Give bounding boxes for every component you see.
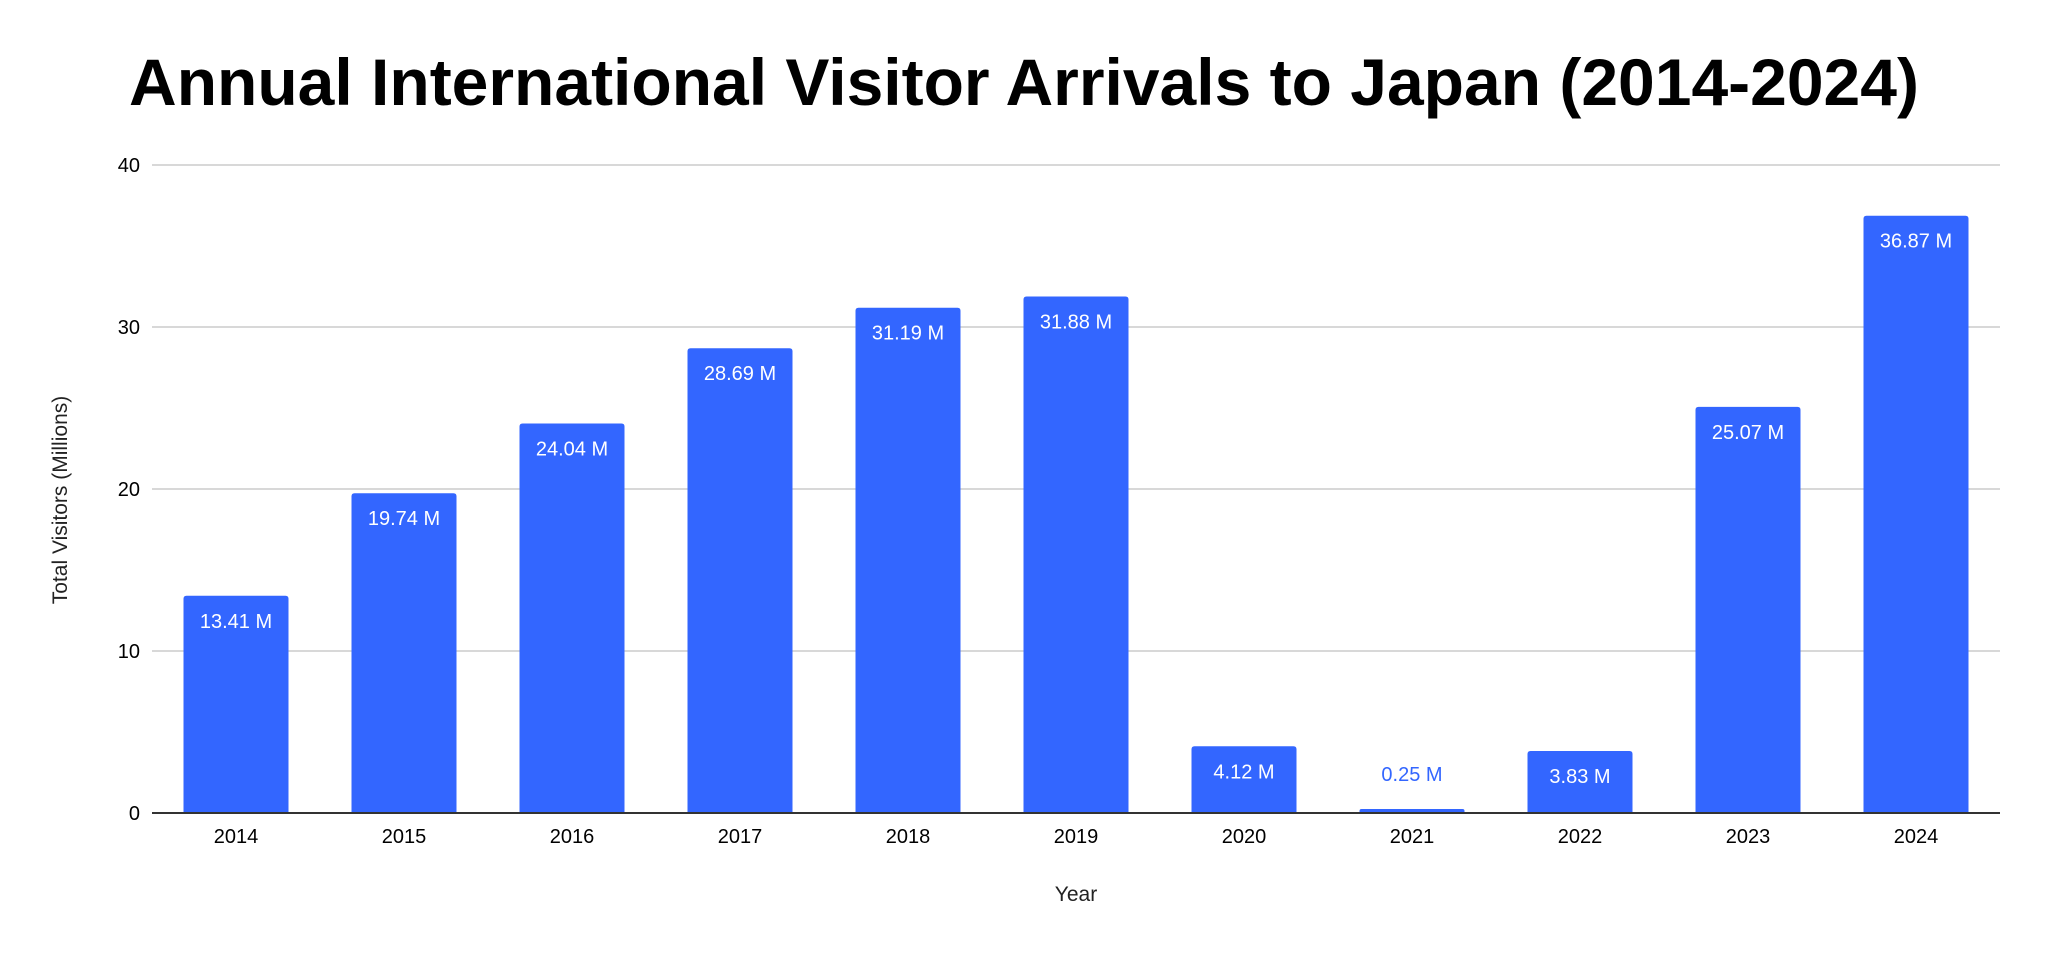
x-tick-label: 2018: [886, 826, 931, 848]
data-label: 19.74 M: [368, 508, 440, 530]
data-label: 31.88 M: [1040, 312, 1112, 334]
x-tick-label: 2021: [1390, 826, 1435, 848]
bar: [1359, 808, 1465, 813]
data-label: 4.12 M: [1213, 761, 1274, 783]
bar: [1527, 750, 1633, 813]
y-axis-ticks: 0 10 20 30 40: [118, 155, 140, 825]
bar: [1023, 296, 1129, 813]
data-label: 3.83 M: [1549, 766, 1610, 788]
x-axis-ticks: 2014 2015 2016 2017 2018 2019 2020 2021 2022 2023…: [214, 826, 1939, 848]
x-tick-label: 2019: [1054, 826, 1099, 848]
x-tick-label: 2023: [1726, 826, 1771, 848]
x-tick-label: 2016: [550, 826, 595, 848]
x-tick-label: 2014: [214, 826, 259, 848]
x-tick-label: 2015: [382, 826, 427, 848]
y-tick-label: 40: [118, 155, 140, 177]
x-tick-label: 2020: [1222, 826, 1267, 848]
chart-title: Annual International Visitor Arrivals to…: [129, 45, 1919, 119]
data-label: 0.25 M: [1381, 764, 1442, 786]
data-label: 36.87 M: [1880, 231, 1952, 253]
bar: [1863, 215, 1969, 813]
data-label: 13.41 M: [200, 611, 272, 633]
y-tick-label: 20: [118, 479, 140, 501]
bar: [1191, 746, 1297, 813]
bar: [855, 307, 961, 813]
y-tick-label: 10: [118, 641, 140, 663]
x-tick-label: 2017: [718, 826, 763, 848]
data-label: 25.07 M: [1712, 422, 1784, 444]
y-tick-label: 0: [129, 803, 140, 825]
bar: [183, 595, 289, 813]
bar: [519, 423, 625, 813]
x-tick-label: 2022: [1558, 826, 1603, 848]
data-label: 24.04 M: [536, 439, 608, 461]
y-axis-title: Total Visitors (Millions): [49, 396, 72, 605]
data-label: 31.19 M: [872, 323, 944, 345]
bar: [1695, 406, 1801, 813]
data-label: 28.69 M: [704, 363, 776, 385]
bar: [687, 348, 793, 813]
x-axis-title: Year: [1055, 883, 1097, 906]
bar: [351, 493, 457, 813]
y-tick-label: 30: [118, 317, 140, 339]
bars: [183, 215, 1969, 813]
data-labels: 13.41 M 19.74 M 24.04 M 28.69 M 31.19 M 31.88…: [152, 231, 2000, 814]
x-tick-label: 2024: [1894, 826, 1939, 848]
